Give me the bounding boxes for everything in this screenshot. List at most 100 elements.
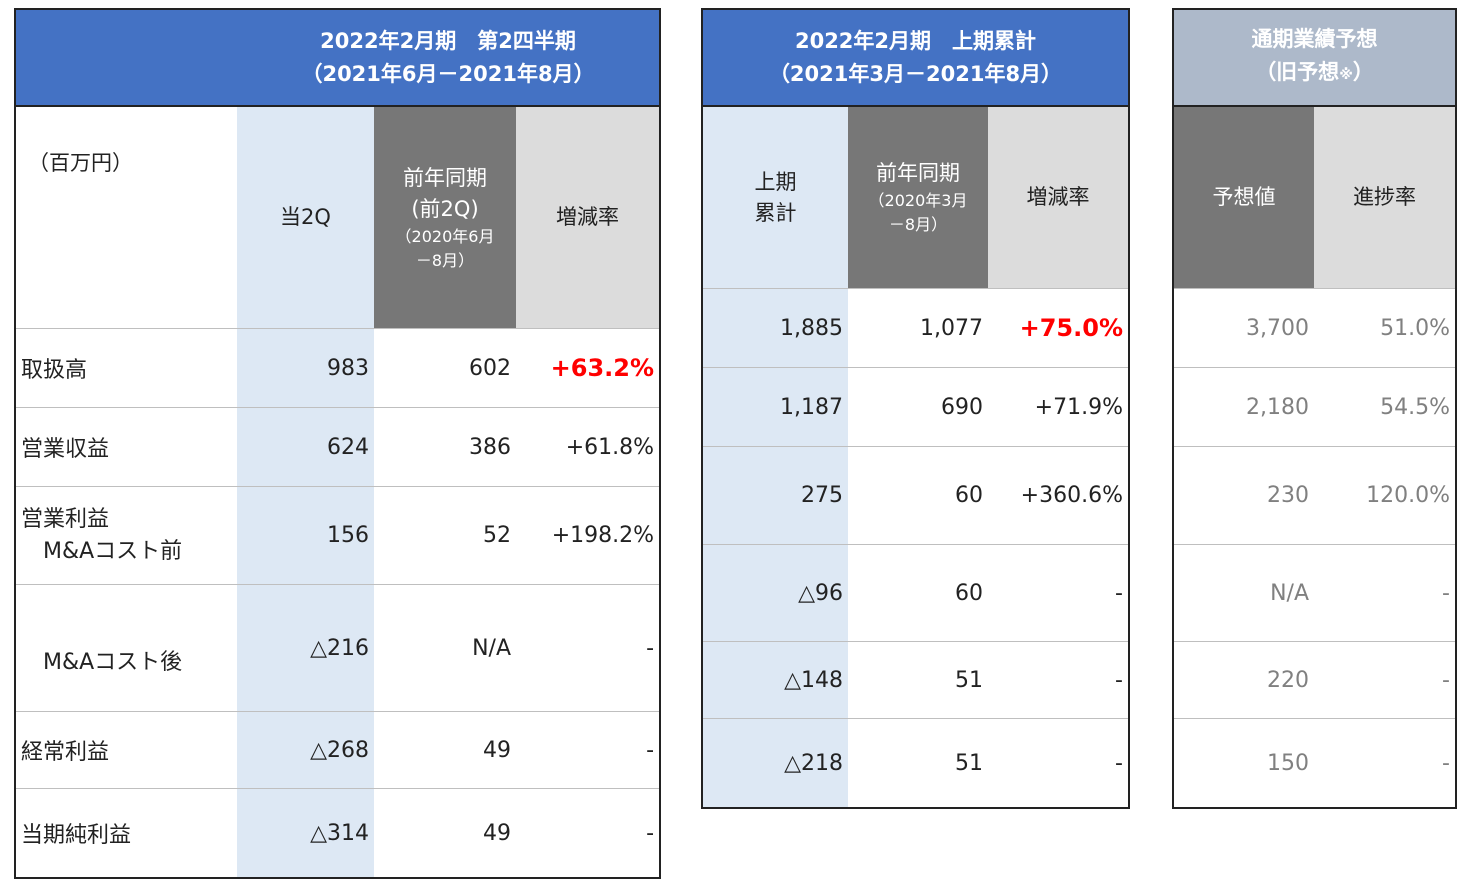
table-row: 275 60 +360.6% (701, 446, 1130, 545)
row-label: 営業収益 (14, 407, 237, 487)
fy-progress-value: - (1314, 641, 1457, 719)
table-row: △96 60 - (701, 544, 1130, 642)
h1-current-value: 1,187 (701, 367, 848, 447)
h1-current-value: △218 (701, 718, 848, 808)
h1-current-value: △148 (701, 641, 848, 719)
q2-change-value: +63.2% (516, 328, 662, 408)
h1-table: 2022年2月期 上期累計 （2021年3月－2021年8月） 上期 累計 前年… (701, 8, 1130, 809)
fy-col-progress: 進捗率 (1314, 105, 1457, 289)
q2-prev-value: 386 (374, 407, 516, 487)
fy-progress-value: - (1314, 544, 1457, 642)
table-row: 2,180 54.5% (1172, 367, 1457, 447)
q2-change-value: - (516, 711, 662, 789)
fy-progress-value: - (1314, 718, 1457, 808)
q2-col-change: 増減率 (516, 105, 662, 329)
q2-prev-value: 52 (374, 486, 516, 585)
header-blank-cell (14, 9, 237, 106)
h1-prev-value: 1,077 (848, 288, 988, 368)
fy-header: 通期業績予想 （旧予想※） (1172, 9, 1457, 106)
h1-prev-value: 60 (848, 446, 988, 545)
q2-prev-value: 602 (374, 328, 516, 408)
h1-current-value: 1,885 (701, 288, 848, 368)
fy-forecast-value: 220 (1172, 641, 1314, 719)
row-label-line1: 営業利益 (21, 506, 110, 532)
fy-progress-value: 120.0% (1314, 446, 1457, 545)
q2-title-line1: 2022年2月期 第2四半期 (320, 28, 576, 53)
unit-label: （百万円） (14, 105, 237, 329)
table-row: 230 120.0% (1172, 446, 1457, 545)
q2-current-value: △268 (237, 711, 374, 789)
q2-current-value: △216 (237, 584, 374, 712)
row-label: M&Aコスト後 (14, 584, 237, 712)
fy-forecast-value: 3,700 (1172, 288, 1314, 368)
table-row: N/A - (1172, 544, 1457, 642)
fy-title-note: ※ (1339, 67, 1353, 83)
row-label-text: M&Aコスト後 (43, 650, 183, 675)
h1-prev-value: 51 (848, 718, 988, 808)
h1-current-value: △96 (701, 544, 848, 642)
h1-header: 2022年2月期 上期累計 （2021年3月－2021年8月） (701, 9, 1130, 106)
q2-change-value: +61.8% (516, 407, 662, 487)
fy-progress-value: 54.5% (1314, 367, 1457, 447)
fy-title-line2: （旧予想 (1255, 60, 1340, 84)
h1-change-value: - (988, 718, 1130, 808)
table-row: 当期純利益 △314 49 - (14, 788, 662, 878)
fy-title-line1: 通期業績予想 (1251, 27, 1378, 51)
row-label: 営業利益 M&Aコスト前 (14, 486, 237, 585)
q2-current-value: 156 (237, 486, 374, 585)
h1-col-prev-line1: 前年同期 (876, 161, 960, 185)
h1-change-value: +71.9% (988, 367, 1130, 447)
h1-col-change: 増減率 (988, 105, 1130, 289)
table-row: 取扱高 983 602 +63.2% (14, 328, 662, 408)
h1-change-value: +360.6% (988, 446, 1130, 545)
q2-prev-value: 49 (374, 788, 516, 878)
q2-col-prev-line1: 前年同期 (403, 165, 487, 190)
table-row: 220 - (1172, 641, 1457, 719)
q2-change-value: +198.2% (516, 486, 662, 585)
q2-col-prev: 前年同期 (前2Q) （2020年6月 －8月） (374, 105, 516, 329)
table-row: 1,187 690 +71.9% (701, 367, 1130, 447)
row-label: 当期純利益 (14, 788, 237, 878)
fy-progress-value: 51.0% (1314, 288, 1457, 368)
h1-col-current: 上期 累計 (701, 105, 848, 289)
table-row: △148 51 - (701, 641, 1130, 719)
h1-current-value: 275 (701, 446, 848, 545)
q2-col-prev-line2: (前2Q) (411, 196, 479, 221)
q2-change-value: - (516, 584, 662, 712)
h1-prev-value: 51 (848, 641, 988, 719)
q2-current-value: 983 (237, 328, 374, 408)
fy-title-close: ） (1352, 60, 1374, 84)
h1-col-prev: 前年同期 （2020年3月 －8月） (848, 105, 988, 289)
table-row: M&Aコスト後 △216 N/A - (14, 584, 662, 712)
q2-header: 2022年2月期 第2四半期 （2021年6月－2021年8月） (237, 9, 662, 106)
h1-col-prev-small1: （2020年3月 (868, 191, 968, 210)
fy-forecast-value: 2,180 (1172, 367, 1314, 447)
row-label-line2: M&Aコスト前 (43, 538, 183, 564)
h1-prev-value: 60 (848, 544, 988, 642)
q2-prev-value: 49 (374, 711, 516, 789)
table-row: 経常利益 △268 49 - (14, 711, 662, 789)
table-row: 営業収益 624 386 +61.8% (14, 407, 662, 487)
h1-change-value: - (988, 544, 1130, 642)
table-row: 営業利益 M&Aコスト前 156 52 +198.2% (14, 486, 662, 585)
table-row: 1,885 1,077 +75.0% (701, 288, 1130, 368)
row-label: 経常利益 (14, 711, 237, 789)
row-label: 取扱高 (14, 328, 237, 408)
q2-col-prev-small1: （2020年6月 (395, 226, 495, 246)
q2-current-value: △314 (237, 788, 374, 878)
h1-change-value: - (988, 641, 1130, 719)
h1-title-line2: （2021年3月－2021年8月） (768, 61, 1063, 86)
fy-forecast-table: 通期業績予想 （旧予想※） 予想値 進捗率 3,700 51.0% 2,180 … (1172, 8, 1457, 809)
q2-col-prev-small2: －8月） (415, 250, 475, 270)
q2-change-value: - (516, 788, 662, 878)
h1-change-value: +75.0% (988, 288, 1130, 368)
fy-forecast-value: 230 (1172, 446, 1314, 545)
q2-title-line2: （2021年6月－2021年8月） (301, 61, 595, 86)
q2-prev-value: N/A (374, 584, 516, 712)
h1-prev-value: 690 (848, 367, 988, 447)
q2-current-value: 624 (237, 407, 374, 487)
table-row: △218 51 - (701, 718, 1130, 808)
fy-col-forecast: 予想値 (1172, 105, 1314, 289)
h1-title-line1: 2022年2月期 上期累計 (794, 28, 1037, 53)
q2-table: 2022年2月期 第2四半期 （2021年6月－2021年8月） （百万円） 当… (14, 8, 662, 879)
